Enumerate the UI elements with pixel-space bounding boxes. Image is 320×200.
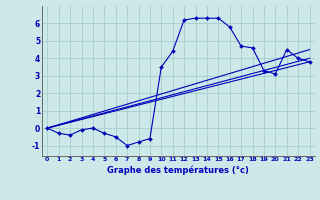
X-axis label: Graphe des températures (°c): Graphe des températures (°c)	[108, 165, 249, 175]
